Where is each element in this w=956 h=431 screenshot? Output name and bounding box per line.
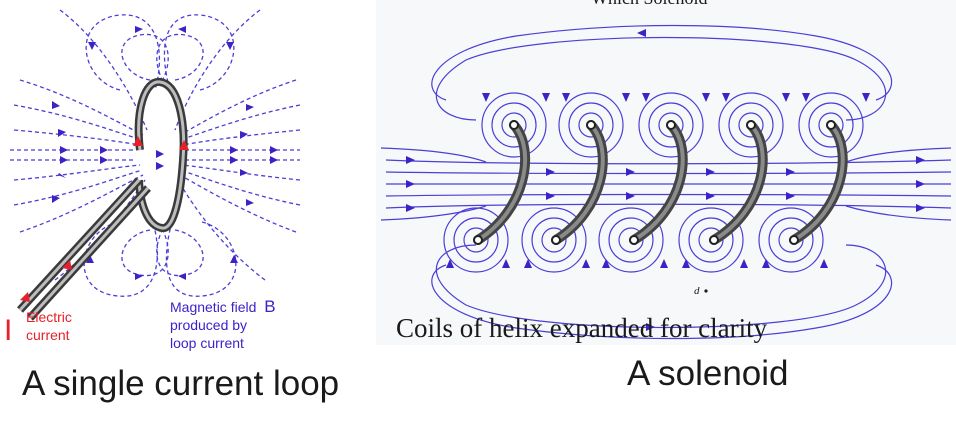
- label-d: d: [694, 285, 700, 297]
- field-label-line3: loop current: [170, 335, 244, 351]
- magnetic-field-lines: [10, 9, 301, 297]
- field-label-line1: Magnetic field B: [170, 297, 276, 316]
- current-label-line1: Electric: [26, 309, 72, 325]
- current-symbol: I: [4, 314, 12, 347]
- header-fragment: Which Solenoid: [591, 0, 707, 8]
- solenoid-field-arrows: [406, 29, 925, 331]
- solenoid-diagram: Which Solenoid: [376, 0, 956, 431]
- solenoid-caption: A solenoid: [627, 354, 789, 393]
- solenoid-figure: Which Solenoid: [376, 0, 956, 345]
- field-arrows: [52, 26, 278, 280]
- current-loop-diagram: I Electric current Magnetic field B prod…: [0, 0, 372, 431]
- field-label-line2: produced by: [170, 317, 247, 333]
- field-symbol: B: [264, 297, 275, 316]
- solenoid-inner-caption: Coils of helix expanded for clarity: [396, 313, 768, 343]
- current-arrows: [20, 136, 189, 302]
- field-label-text: Magnetic field: [170, 299, 256, 315]
- solenoid-field-lines: [380, 24, 952, 340]
- loop-caption: A single current loop: [22, 364, 340, 403]
- solenoid-coils: [473, 120, 848, 245]
- coil-wire-ends: [473, 120, 836, 245]
- current-label-line2: current: [26, 327, 70, 343]
- current-loop-figure: I Electric current Magnetic field B prod…: [4, 9, 301, 351]
- label-d-dot: [704, 289, 708, 293]
- current-loop-wire: [17, 78, 188, 321]
